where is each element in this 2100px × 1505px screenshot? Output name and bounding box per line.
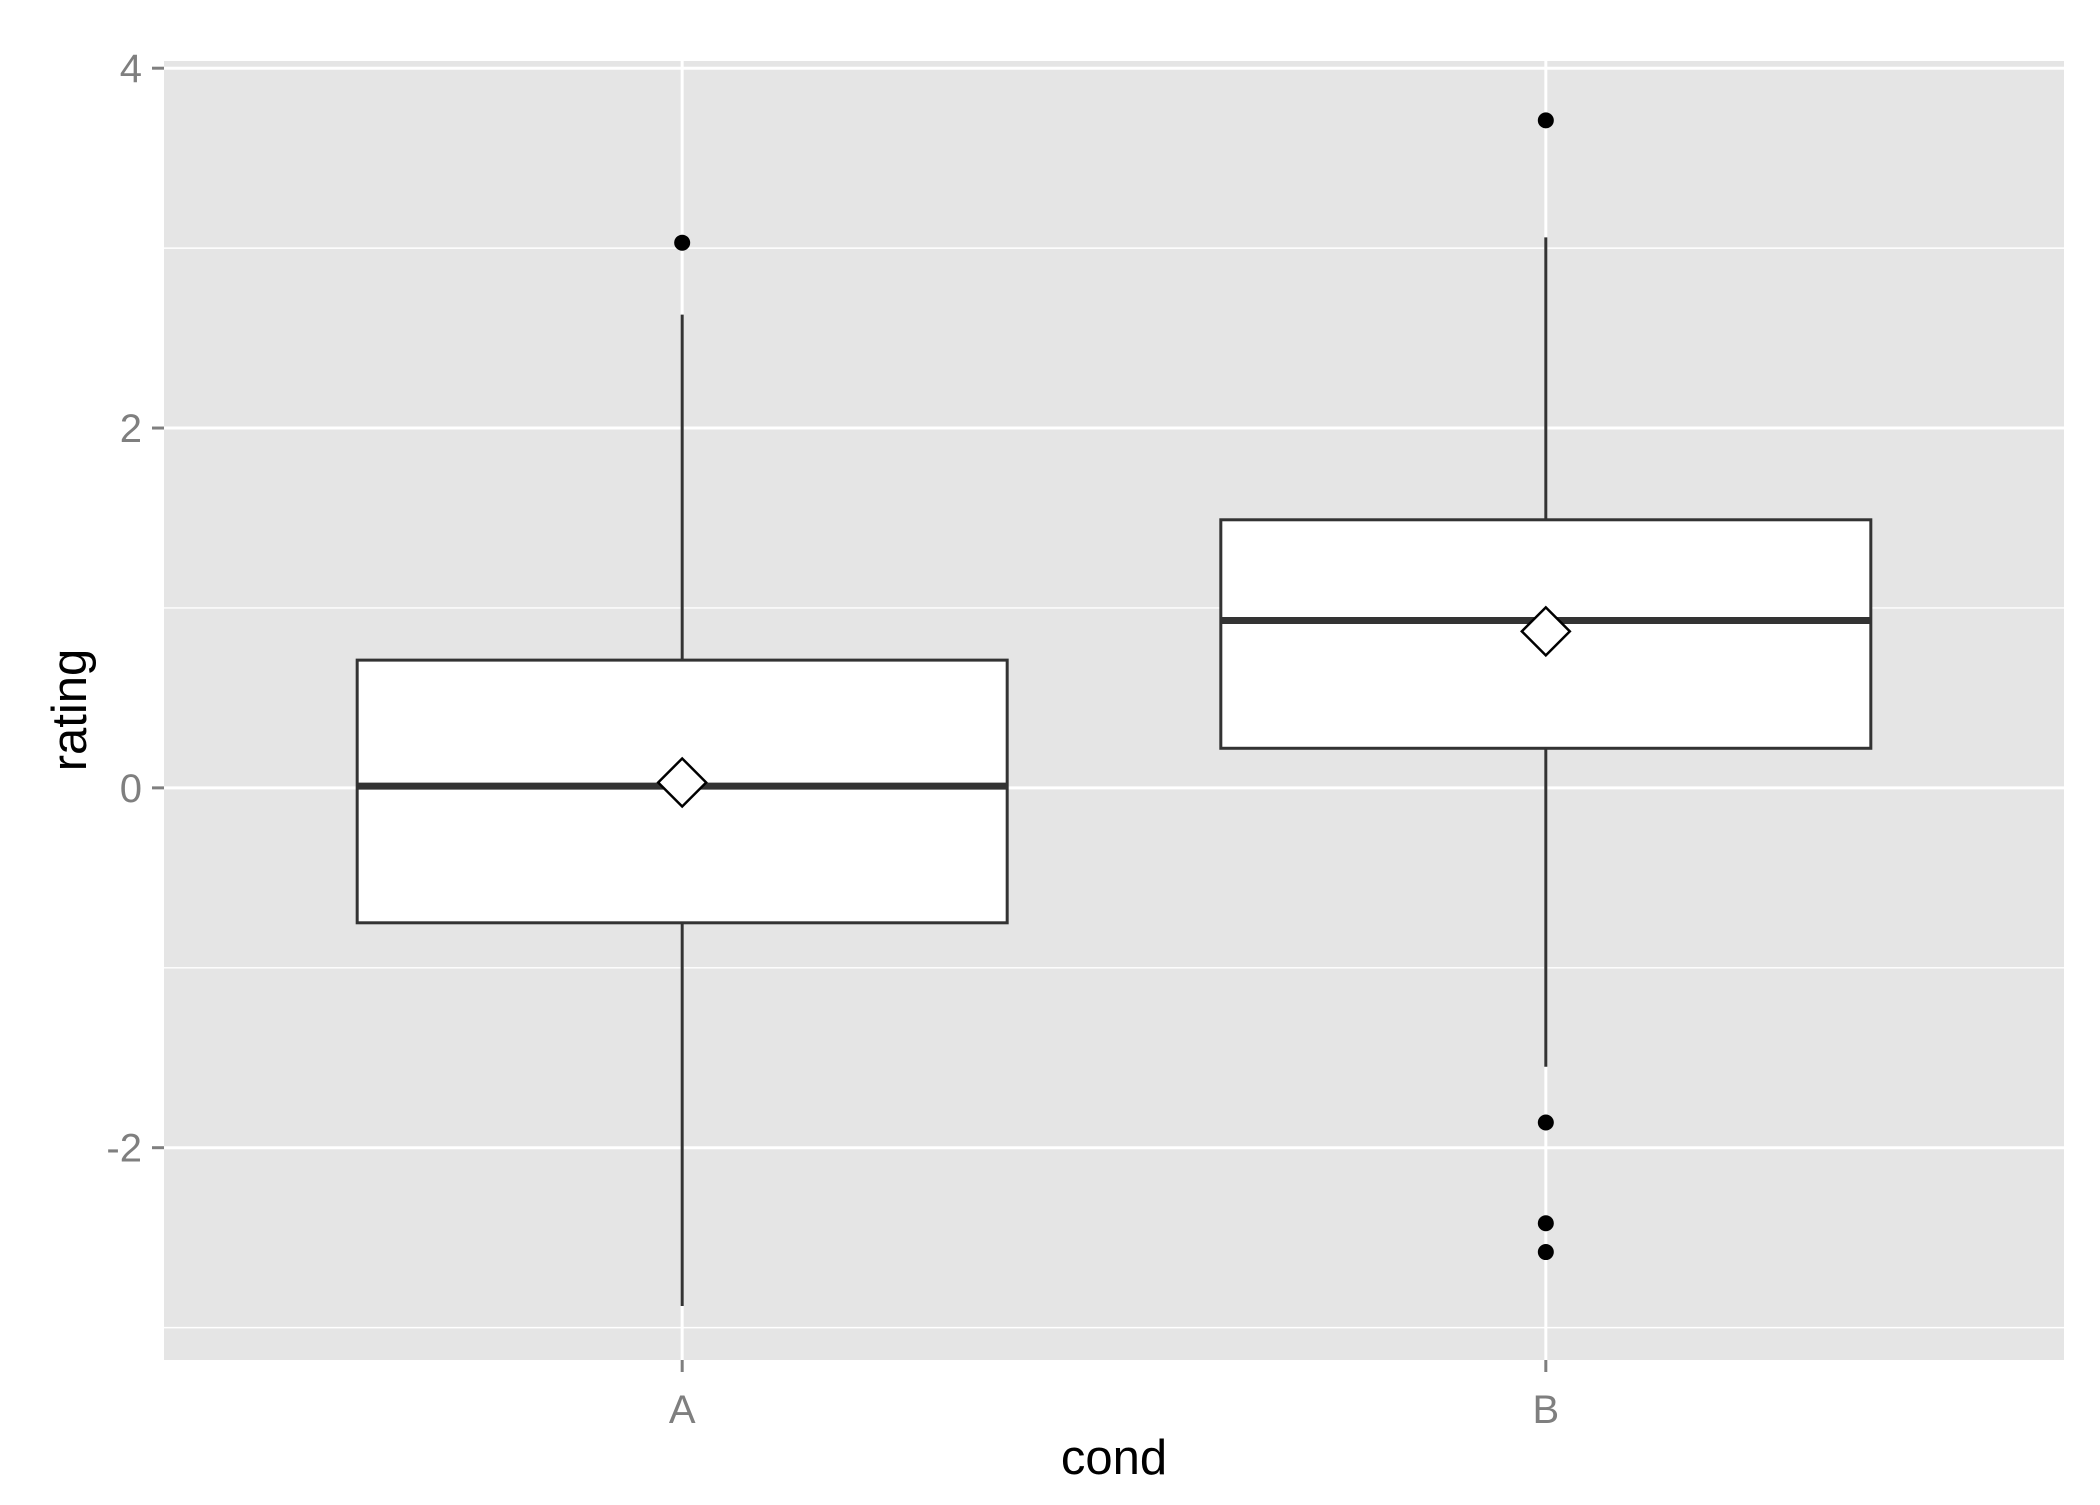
outlier-point xyxy=(1537,1215,1554,1232)
outlier-point xyxy=(1537,112,1554,129)
mean-marker xyxy=(656,756,708,809)
box-A xyxy=(355,234,1009,1307)
y-axis-title: rating xyxy=(43,649,97,772)
x-axis-title: cond xyxy=(1061,1431,1167,1485)
tick-layer: -2 0 2 4 A B xyxy=(106,47,1559,1432)
outlier-point xyxy=(1537,1244,1554,1261)
outlier-point xyxy=(674,234,691,251)
x-tick-label: B xyxy=(1532,1388,1559,1432)
box-B xyxy=(1219,112,1873,1261)
mean-marker xyxy=(1520,605,1572,658)
x-tick-label: A xyxy=(669,1388,696,1432)
box-layer xyxy=(355,112,1873,1307)
y-tick-label: 4 xyxy=(120,47,142,91)
y-tick-label: 0 xyxy=(120,767,142,811)
y-tick-label: 2 xyxy=(120,407,142,451)
outlier-point xyxy=(1537,1114,1554,1131)
y-tick-label: -2 xyxy=(106,1127,142,1171)
